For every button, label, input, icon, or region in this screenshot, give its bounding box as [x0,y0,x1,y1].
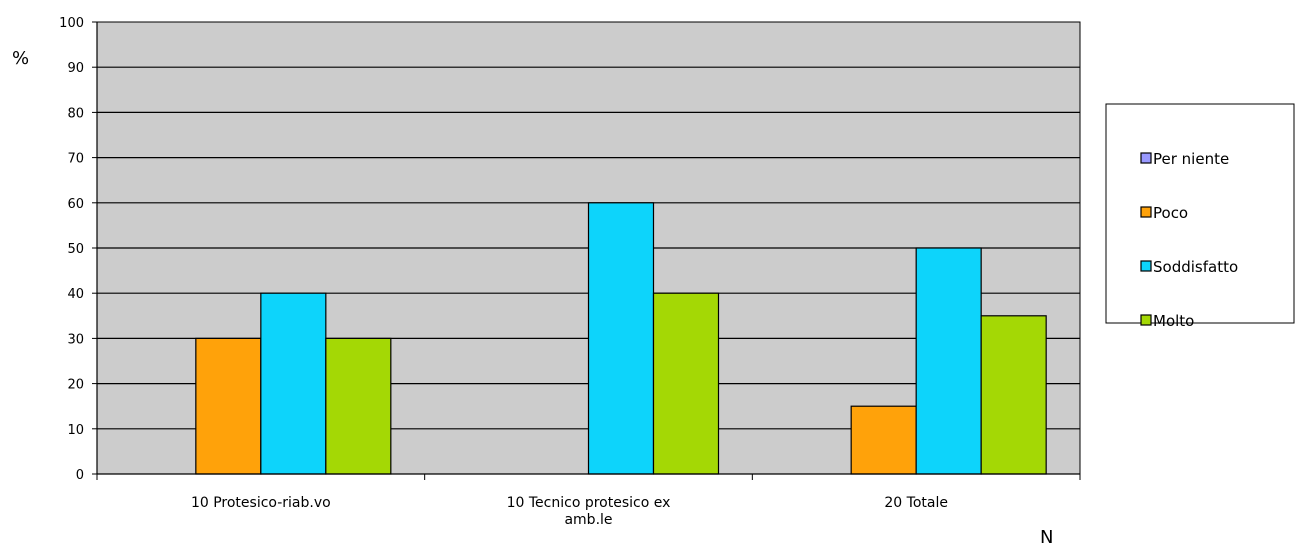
y-tick-label: 0 [76,468,84,483]
y-tick-label: 40 [67,287,84,302]
x-category-label: 20 Totale [884,495,948,511]
bar-soddisfatto-1 [260,292,327,475]
bar-soddisfatto-2 [587,202,655,475]
y-tick-label: 50 [67,242,84,257]
legend-swatch-soddisfatto [1140,260,1152,272]
legend-label-poco: Poco [1153,204,1188,222]
y-tick-label: 10 [67,423,84,438]
bar-molto-2 [652,292,720,475]
x-category-label: 10 Tecnico protesico ex amb.le [507,495,671,528]
x-category-labels: 10 Protesico-riab.vo 10 Tecnico protesico… [191,495,948,528]
bar-poco-3 [850,405,917,475]
axes [96,22,1081,480]
x-axis-title: N [1040,527,1053,546]
x-category-label-line: 10 Tecnico protesico ex [507,495,671,511]
legend-swatch-per-niente [1140,152,1152,164]
y-axis-title: % [12,48,29,69]
x-category-label: 10 Protesico-riab.vo [191,495,331,511]
legend-box [1105,103,1295,324]
y-tick-label: 100 [59,16,84,31]
y-tick-label: 80 [67,106,84,121]
y-tick-label: 30 [67,332,84,347]
y-tick-label: 60 [67,197,84,212]
legend-swatch-poco [1140,206,1152,218]
bar-molto-3 [980,315,1047,475]
y-tick-label: 70 [67,152,84,167]
x-category-label-line: amb.le [564,512,612,528]
bar-poco-1 [195,337,262,475]
legend-label-molto: Molto [1153,312,1194,330]
legend: Per niente Poco Soddisfatto Molto [1105,103,1295,330]
legend-label-per-niente: Per niente [1153,150,1229,168]
bar-soddisfatto-3 [915,247,982,475]
y-tick-label: 90 [67,61,84,76]
bars [195,202,1047,475]
y-tick-label: 20 [67,378,84,393]
legend-swatch-molto [1140,314,1152,326]
legend-label-soddisfatto: Soddisfatto [1153,258,1238,276]
bar-molto-1 [325,337,392,475]
y-tick-labels: 0 10 20 30 40 50 60 70 80 90 100 [59,16,84,483]
